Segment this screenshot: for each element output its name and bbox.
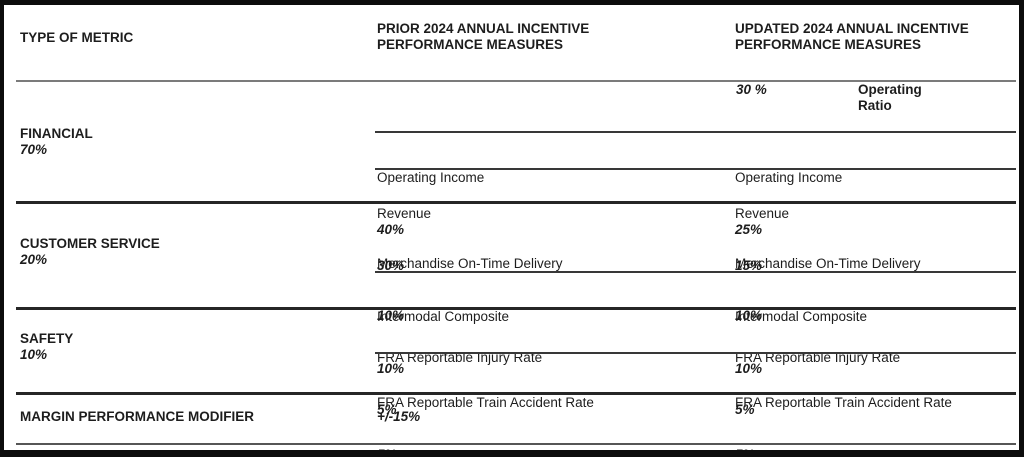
measure-name: Operating Income <box>377 170 485 185</box>
customer-service-subrule <box>375 271 1016 273</box>
measure-name: FRA Reportable Train Accident Rate <box>735 395 952 410</box>
column-header-updated-line2: PERFORMANCE MEASURES <box>735 37 922 52</box>
column-header-prior-line2: PERFORMANCE MEASURES <box>377 37 564 52</box>
measure-name: Revenue <box>377 206 432 221</box>
financial-weight: 70% <box>20 142 48 157</box>
measure-weight: 25% <box>735 222 763 237</box>
measure-weight: 40% <box>377 222 405 237</box>
section-label-safety: SAFETY 10% <box>20 331 73 363</box>
bottom-rule <box>16 443 1016 445</box>
column-header-type-of-metric: TYPE OF METRIC <box>20 30 134 45</box>
prior-measure-merchandise-otd: Merchandise On-Time Delivery 10% <box>377 220 563 360</box>
measure-weight: 30% <box>377 258 405 273</box>
section-rule-customer-service-end <box>16 307 1016 310</box>
prior-measure-fra-train-accident-rate: FRA Reportable Train Accident Rate 5% <box>377 359 594 457</box>
prior-measure-revenue: Revenue 30% <box>377 170 431 310</box>
updated-measure-merchandise-otd: Merchandise On-Time Delivery 10% <box>735 220 921 360</box>
measure-name: Operating Income <box>735 170 843 185</box>
measure-name: Revenue <box>735 206 790 221</box>
updated-measure-intermodal-composite: Intermodal Composite 10% <box>735 273 867 413</box>
updated-operating-ratio-weight: 30 % <box>736 82 767 97</box>
measure-weight: 5% <box>377 402 397 417</box>
financial-label: FINANCIAL <box>20 126 93 141</box>
customer-service-label: CUSTOMER SERVICE <box>20 236 160 251</box>
column-header-prior-line1: PRIOR 2024 ANNUAL INCENTIVE <box>377 21 590 36</box>
measure-weight: 10% <box>377 308 405 323</box>
section-rule-safety-end <box>16 392 1016 395</box>
safety-weight: 10% <box>20 347 48 362</box>
measure-weight: 10% <box>735 308 763 323</box>
measure-weight: 10% <box>377 361 405 376</box>
column-header-prior-measures: PRIOR 2024 ANNUAL INCENTIVE PERFORMANCE M… <box>377 21 589 53</box>
section-label-customer-service: CUSTOMER SERVICE 20% <box>20 236 160 268</box>
measure-name: FRA Reportable Train Accident Rate <box>377 395 594 410</box>
measure-name: Merchandise On-Time Delivery <box>377 256 563 271</box>
prior-measure-intermodal-composite: Intermodal Composite 10% <box>377 273 509 413</box>
measure-weight: 5% <box>735 402 755 417</box>
measure-weight: 10% <box>735 361 763 376</box>
measure-name: Merchandise On-Time Delivery <box>735 256 921 271</box>
customer-service-weight: 20% <box>20 252 48 267</box>
financial-subrule-1 <box>375 131 1016 133</box>
safety-label: SAFETY <box>20 331 74 346</box>
measure-weight: 5% <box>377 447 397 457</box>
column-header-updated-line1: UPDATED 2024 ANNUAL INCENTIVE <box>735 21 969 36</box>
modifier-label: MARGIN PERFORMANCE MODIFIER <box>20 409 254 424</box>
modifier-value: +/-15% <box>377 409 421 424</box>
updated-measure-revenue: Revenue 15% <box>735 170 789 310</box>
financial-subrule-2 <box>375 168 1016 170</box>
section-rule-financial-end <box>16 201 1016 204</box>
measure-weight: 15% <box>735 258 763 273</box>
prior-measure-operating-income: Operating Income 40% <box>377 134 484 274</box>
section-label-financial: FINANCIAL 70% <box>20 126 93 158</box>
column-header-updated-measures: UPDATED 2024 ANNUAL INCENTIVE PERFORMANCE… <box>735 21 969 53</box>
updated-operating-ratio-name: Operating Ratio <box>858 82 922 113</box>
updated-measure-operating-income: Operating Income 25% <box>735 134 842 274</box>
measure-weight: 5% <box>735 447 755 457</box>
header-separator-rule <box>16 80 1016 82</box>
measure-name: Intermodal Composite <box>735 309 868 324</box>
safety-subrule <box>375 352 1016 354</box>
measure-name: Intermodal Composite <box>377 309 510 324</box>
